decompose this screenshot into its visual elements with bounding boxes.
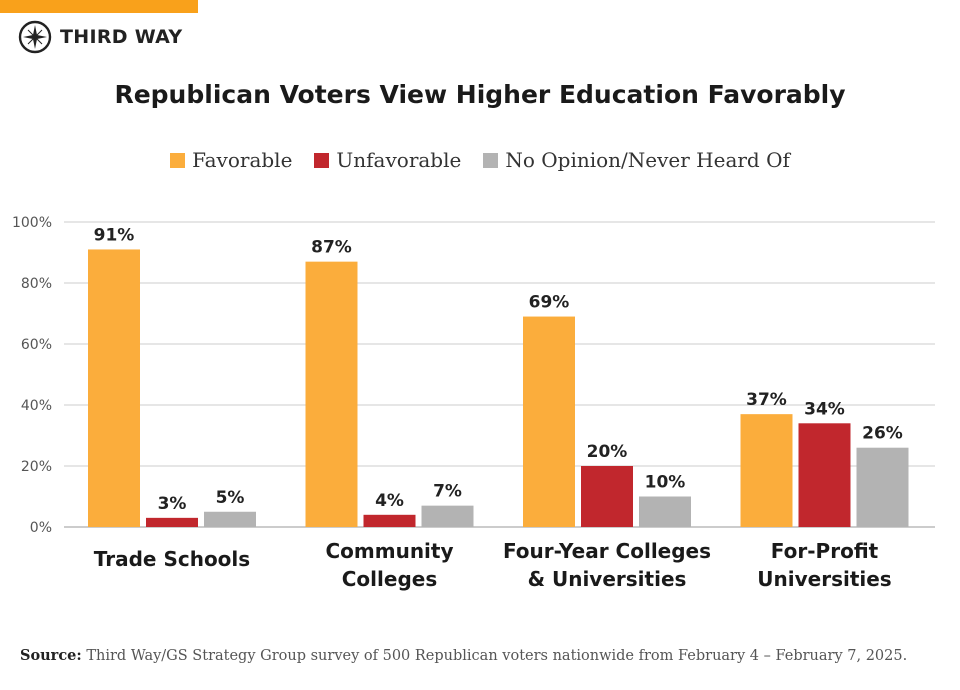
category-label: Universities (757, 567, 891, 591)
category-label: Trade Schools (94, 547, 250, 571)
data-label: 7% (433, 482, 462, 502)
bar (204, 511, 256, 527)
legend: Favorable Unfavorable No Opinion/Never Hea… (0, 148, 960, 172)
legend-label: No Opinion/Never Heard Of (505, 148, 790, 172)
source-label: Source: (20, 647, 82, 664)
legend-swatch (483, 152, 499, 168)
data-label: 20% (587, 442, 628, 462)
data-label: 10% (645, 473, 686, 493)
bar (523, 316, 575, 527)
brand-name: THIRD WAY (60, 26, 183, 48)
third-way-logo: THIRD WAY (18, 20, 182, 54)
bar (88, 249, 140, 527)
legend-swatch (170, 152, 186, 168)
source-note: Source: Third Way/GS Strategy Group surv… (20, 647, 907, 664)
y-tick-label: 60% (21, 337, 52, 353)
legend-label: Unfavorable (336, 148, 462, 172)
y-tick-label: 100% (12, 215, 52, 231)
data-label: 4% (375, 491, 404, 511)
legend-item: Favorable (170, 148, 292, 172)
y-tick-label: 40% (21, 398, 52, 414)
y-tick-label: 0% (30, 520, 52, 536)
legend-item: No Opinion/Never Heard Of (483, 148, 790, 172)
brand-accent-bar (0, 0, 198, 13)
bar (146, 517, 198, 527)
bar (421, 505, 474, 527)
source-text: Third Way/GS Strategy Group survey of 50… (86, 648, 908, 664)
legend-label: Favorable (192, 148, 293, 172)
bar (305, 261, 358, 527)
bar (363, 514, 416, 527)
category-label: Colleges (342, 567, 437, 591)
chart-title: Republican Voters View Higher Education … (114, 80, 846, 109)
category-label: Four-Year Colleges (503, 539, 711, 563)
data-label: 3% (158, 494, 187, 514)
data-label: 34% (804, 399, 845, 419)
data-label: 87% (311, 238, 352, 258)
legend-item: Unfavorable (314, 148, 461, 172)
category-label: & Universities (528, 567, 687, 591)
y-tick-label: 80% (21, 276, 52, 292)
data-label: 91% (94, 225, 135, 245)
data-label: 26% (862, 424, 903, 444)
bar (581, 466, 633, 527)
legend-swatch (314, 152, 330, 168)
category-label: For-Profit (771, 539, 879, 563)
bar (798, 423, 851, 527)
category-label: Community (325, 539, 453, 563)
data-label: 37% (746, 390, 787, 410)
data-label: 69% (529, 293, 570, 313)
y-tick-label: 20% (21, 459, 52, 475)
bar (639, 496, 691, 527)
data-label: 5% (216, 488, 245, 508)
bar (740, 414, 793, 527)
compass-icon (18, 20, 52, 54)
bar (856, 447, 909, 527)
